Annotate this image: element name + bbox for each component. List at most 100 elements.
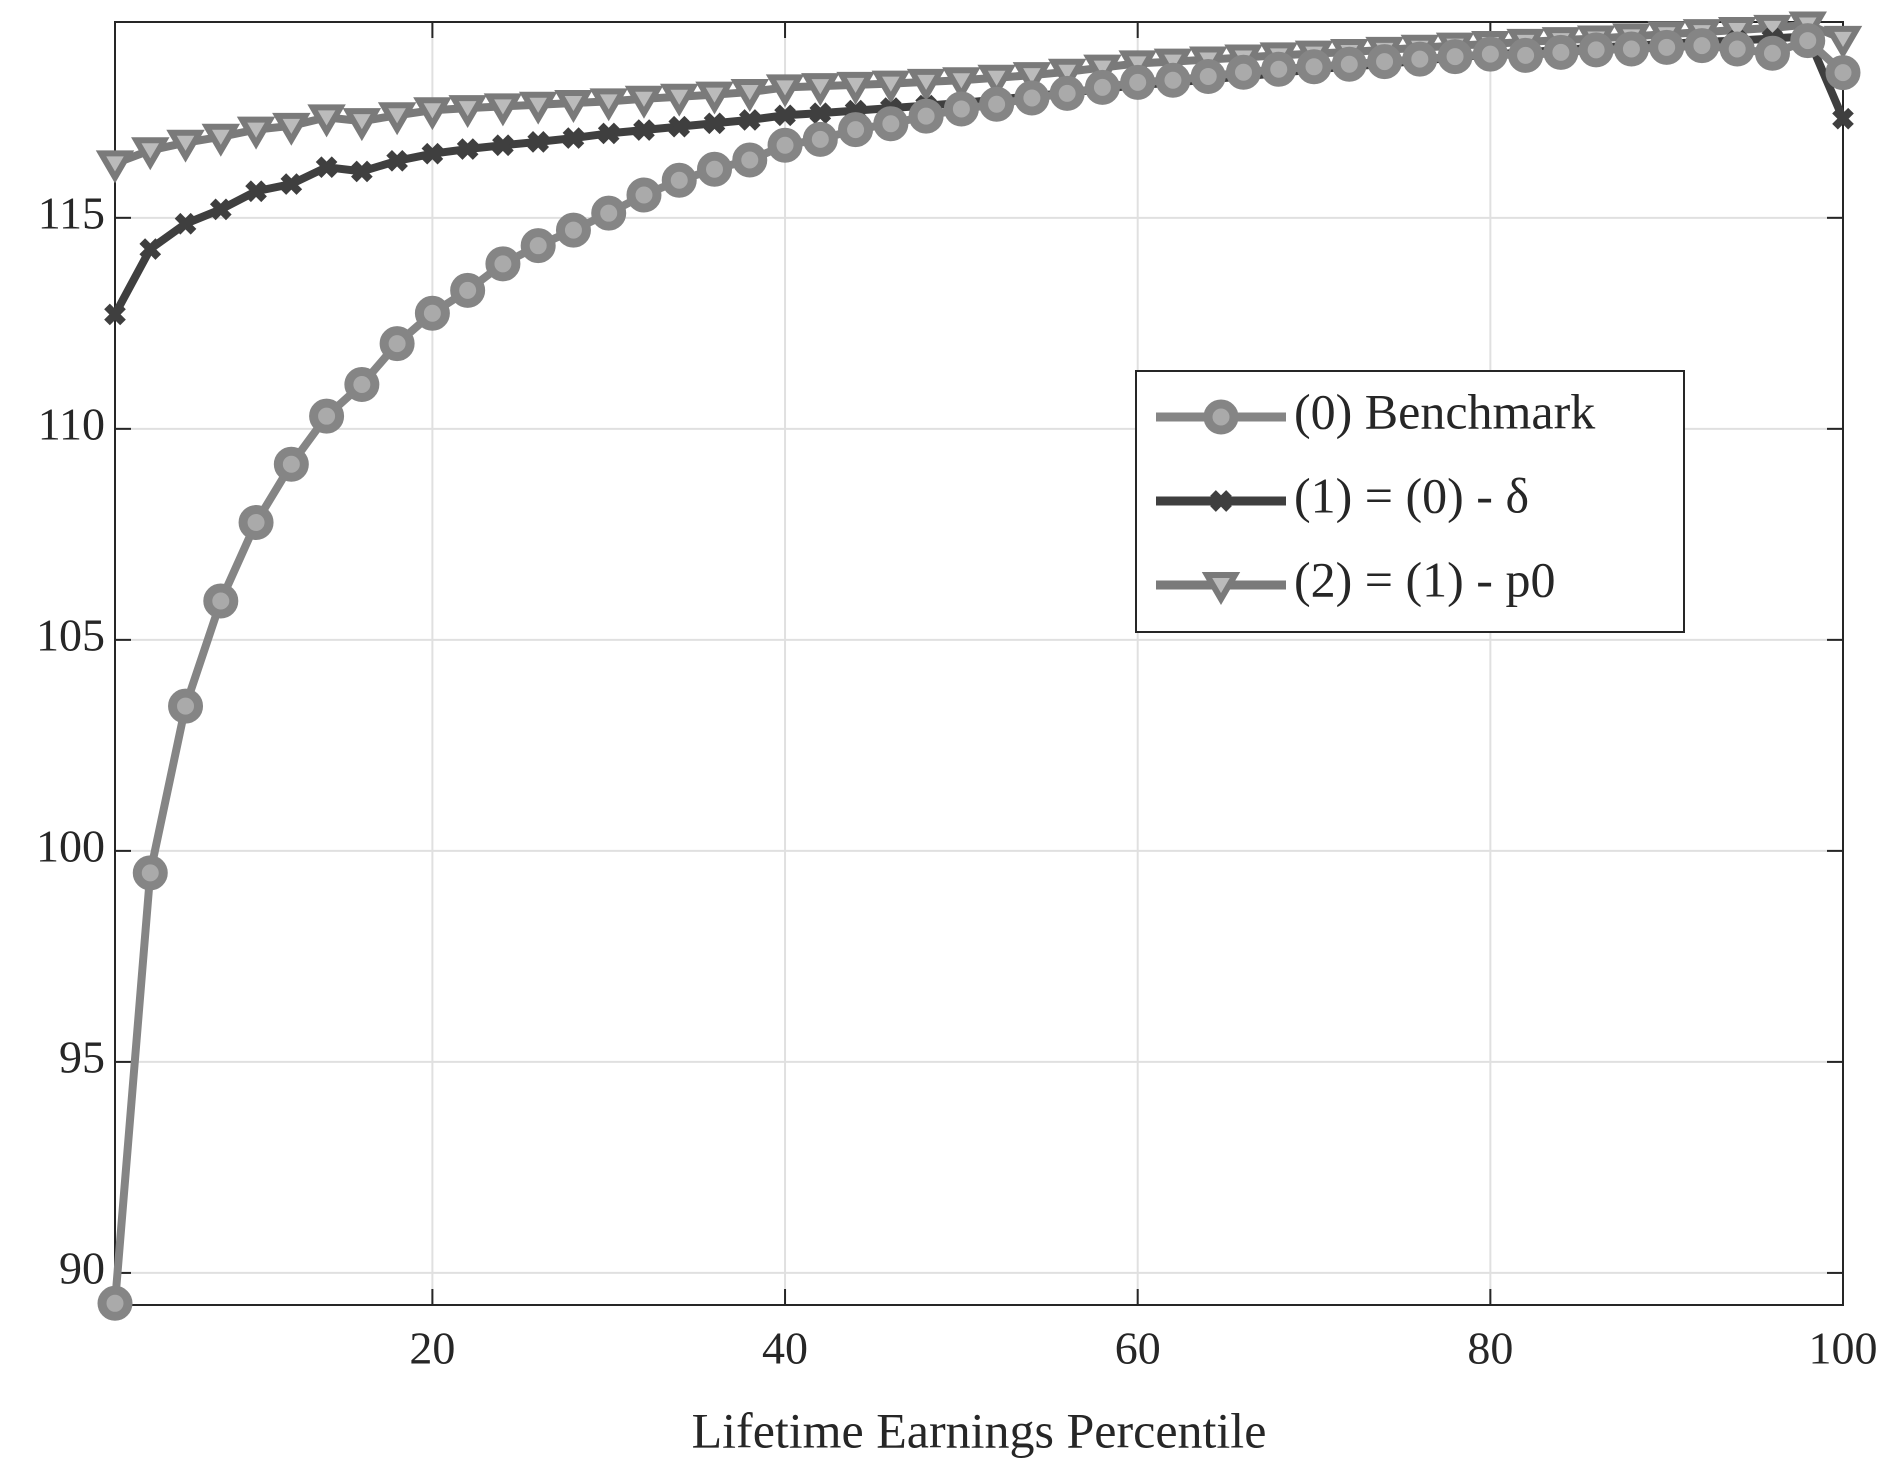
marker [1402,41,1438,77]
marker [95,150,135,184]
marker [421,142,444,165]
legend-label: (0) Benchmark [1294,383,1595,439]
marker [942,67,981,101]
y-tick-label: 110 [38,398,105,449]
marker [414,295,450,331]
marker [908,98,944,134]
marker [1790,23,1826,59]
marker [351,160,373,183]
marker [554,90,593,123]
marker [1047,58,1087,92]
marker [273,446,309,482]
marker [555,212,591,248]
marker [703,112,726,135]
marker [1823,25,1863,59]
marker [307,104,346,138]
marker [1296,49,1332,85]
marker [943,91,979,127]
x-tick-label: 100 [1809,1323,1878,1374]
marker [131,137,170,171]
x-axis-label: Lifetime Earnings Percentile [692,1402,1267,1458]
marker [1754,35,1790,71]
marker [413,97,452,131]
y-tick-label: 115 [38,187,105,238]
marker [1201,572,1241,605]
marker [1083,54,1122,88]
marker [379,326,415,362]
marker [1825,55,1861,91]
marker [236,116,276,150]
marker [661,162,697,198]
marker [1543,34,1579,70]
marker [589,88,628,122]
marker [1190,58,1226,94]
y-tick-label: 95 [59,1031,105,1082]
marker [1684,28,1720,64]
y-tick-label: 100 [36,820,105,871]
y-tick-label: 90 [59,1242,105,1293]
marker [1613,31,1649,67]
marker [562,127,585,149]
marker [1084,69,1120,105]
marker [695,81,734,115]
legend-label: (2) = (1) - p0 [1294,551,1555,607]
marker [1832,107,1854,130]
x-tick-label: 40 [762,1323,808,1374]
marker [774,104,796,127]
marker [168,688,204,724]
marker [272,112,311,146]
marker [1472,36,1508,72]
axes-box [114,21,1844,1306]
marker [1210,490,1232,512]
marker [483,93,523,127]
marker [527,131,550,153]
marker [1261,51,1297,87]
marker [730,79,769,113]
marker [1367,44,1403,80]
marker [738,109,761,131]
marker [979,86,1015,122]
marker [132,855,168,891]
marker [633,119,655,141]
marker [315,156,338,179]
marker [209,198,232,221]
legend-label: (1) = (0) - δ [1294,467,1529,523]
plot-area [115,22,1843,1305]
marker [801,73,840,107]
marker [309,398,345,434]
y-tick-label: 105 [36,609,105,660]
marker [104,303,126,326]
marker [597,122,620,145]
marker [809,102,832,124]
marker [97,1285,133,1321]
x-tick-label: 60 [1115,1323,1161,1374]
marker [977,64,1016,98]
marker [492,134,514,157]
marker [280,173,303,195]
marker [448,95,487,129]
marker [697,151,733,187]
marker [245,180,267,203]
marker [1012,62,1052,96]
marker [767,127,803,163]
marker [342,108,382,142]
marker [838,112,874,148]
marker [906,68,946,102]
marker [485,246,521,282]
x-tick-label: 80 [1467,1323,1513,1374]
marker [386,150,408,172]
marker [802,121,838,157]
marker [518,91,558,125]
marker [1719,31,1755,67]
marker [139,238,162,260]
marker [591,195,627,231]
marker [1155,62,1191,98]
marker [660,83,699,117]
marker [1649,29,1685,65]
marker [238,505,274,541]
marker [450,272,486,308]
marker [344,367,380,403]
marker [520,228,556,264]
marker [765,74,805,108]
marker [732,142,768,178]
